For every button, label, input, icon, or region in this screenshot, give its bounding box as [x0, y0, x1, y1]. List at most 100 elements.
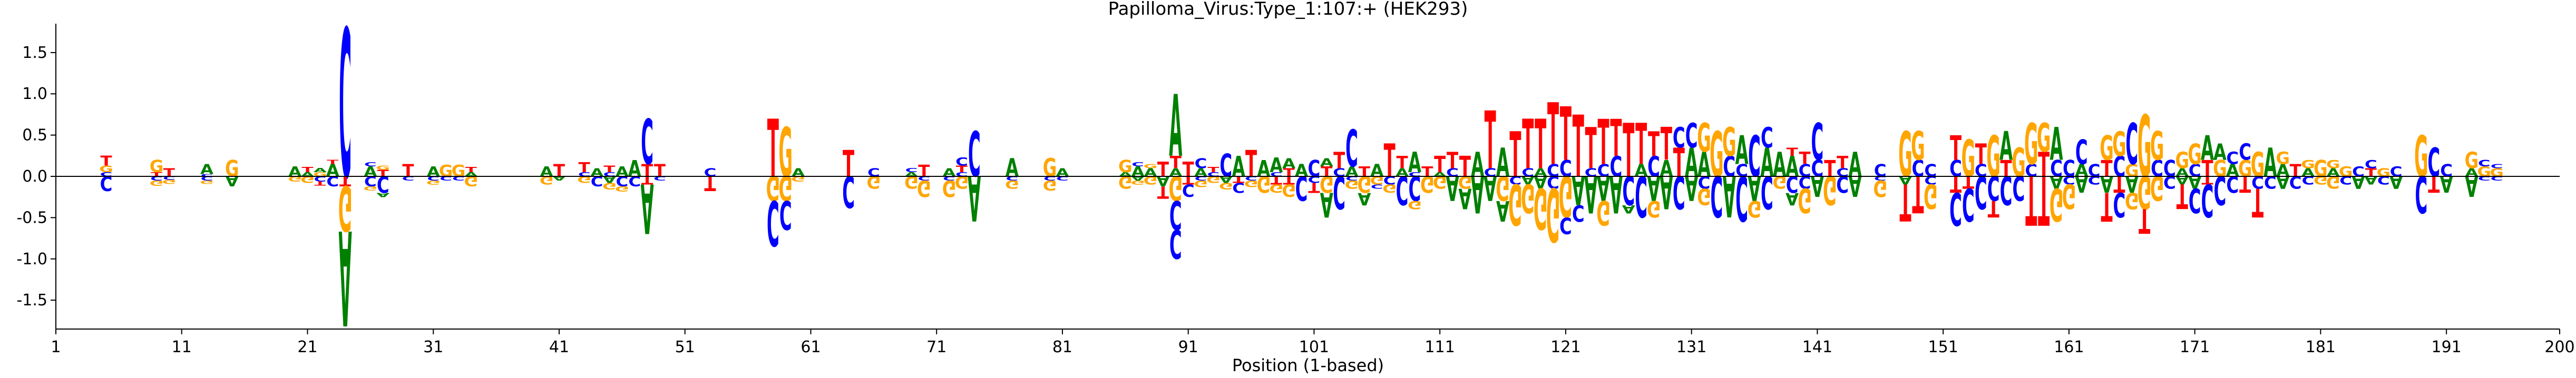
logo-letter-t: T [1397, 152, 1408, 172]
logo-letter-c: C [2352, 164, 2365, 180]
logo-letter-t: T [2177, 176, 2188, 215]
logo-letter-c: C [1308, 155, 1321, 182]
logo-letter-a: A [1685, 140, 1698, 186]
x-tick-label: 141 [1802, 338, 1832, 356]
logo-letter-t: T [339, 173, 351, 189]
logo-letter-c: C [1761, 122, 1773, 155]
logo-letter-g: G [1508, 171, 1523, 237]
logo-letter-a: A [376, 192, 390, 198]
logo-letter-g: G [1722, 119, 1736, 165]
logo-letter-a: A [1471, 164, 1484, 224]
logo-letter-t: T [402, 161, 414, 181]
logo-letter-g: G [1647, 196, 1661, 222]
logo-letter-g: G [2150, 123, 2164, 170]
logo-letter-g: G [778, 114, 793, 193]
logo-letter-g: G [1898, 120, 1913, 191]
logo-letter-c: C [1735, 161, 1748, 233]
logo-letter-g: G [1596, 193, 1611, 232]
logo-letter-g: G [1244, 178, 1258, 188]
logo-letter-a: A [2125, 171, 2139, 197]
x-tick-label: 151 [1928, 338, 1958, 356]
logo-letter-c: C [2491, 163, 2503, 170]
logo-letter-c: C [163, 175, 175, 181]
logo-letter-a: A [1811, 170, 1824, 202]
y-tick-label: -0.5 [16, 208, 47, 227]
logo-letter-a: A [1534, 166, 1548, 179]
logo-letter-c: C [1647, 151, 1660, 184]
logo-letter-c: C [1673, 165, 1685, 217]
y-tick-label: 0.0 [22, 167, 47, 186]
logo-letter-g: G [2150, 168, 2164, 207]
logo-letter-t: T [2113, 171, 2125, 197]
logo-letter-a: A [1496, 194, 1510, 227]
logo-letter-a: A [2050, 172, 2063, 192]
logo-letter-c: C [1949, 155, 1962, 182]
logo-letter-g: G [1257, 171, 1271, 197]
logo-letter-a: A [1773, 146, 1786, 185]
x-tick-label: 21 [297, 338, 317, 356]
logo-letter-t: T [1912, 164, 1924, 224]
logo-letter-c: C [2226, 171, 2239, 197]
logo-letter-c: C [2025, 161, 2037, 181]
logo-letter-c: C [842, 166, 855, 216]
logo-letter-c: C [201, 173, 213, 177]
logo-letter-g: G [1370, 174, 1384, 187]
logo-letter-c: C [326, 173, 339, 189]
logo-letter-g: G [1986, 124, 2001, 190]
axes: -1.5-1.0-0.50.00.51.01.51 11 21 31 41 51 61 71 8… [16, 24, 2575, 356]
logo-letter-t: T [2428, 171, 2440, 197]
logo-letter-c: C [2000, 167, 2013, 213]
logo-letter-t: T [1333, 147, 1345, 174]
logo-letter-a: A [1622, 202, 1636, 215]
logo-letter-c: C [1975, 165, 1987, 217]
logo-letter-c: C [1195, 156, 1207, 172]
chart-title: Papilloma_Virus:Type_1:107:+ (HEK293) [1108, 0, 1468, 19]
logo-letter-c: C [2365, 158, 2377, 171]
logo-letter-a: A [1748, 168, 1761, 207]
logo-letter-c: C [2302, 174, 2315, 187]
logo-letter-t: T [1421, 164, 1433, 180]
logo-letter-c: C [2125, 111, 2138, 177]
logo-letter-g: G [150, 179, 164, 187]
logo-letter-a: A [2175, 166, 2189, 179]
x-tick-label: 11 [172, 338, 192, 356]
logo-letter-g: G [99, 164, 113, 175]
logo-letter-t: T [2038, 146, 2050, 185]
logo-letter-g: G [1043, 153, 1057, 183]
logo-letter-g: G [162, 178, 177, 185]
logo-letter-t: T [1359, 164, 1370, 180]
logo-letter-c: C [377, 171, 389, 197]
logo-letter-g: G [1697, 183, 1711, 210]
logo-letter-g: G [1320, 171, 1334, 197]
logo-letter-a: A [1370, 161, 1383, 181]
logo-letter-a: A [1484, 168, 1497, 207]
logo-letter-g: G [2465, 147, 2479, 174]
logo-letter-a: A [1169, 166, 1183, 179]
logo-letter-t: T [956, 164, 968, 175]
logo-letter-a: A [2100, 171, 2114, 197]
x-tick-label: 181 [2306, 338, 2336, 356]
logo-letter-a: A [2440, 171, 2454, 197]
logo-letter-a: A [943, 166, 957, 179]
logo-letter-g: G [766, 168, 780, 207]
logo-letter-a: A [2465, 166, 2479, 179]
logo-letter-t: T [1509, 120, 1521, 191]
logo-letter-c: C [1735, 161, 1748, 181]
x-tick-label: 81 [1052, 338, 1072, 356]
logo-letter-c: C [2088, 174, 2101, 187]
logo-letter-t: T [1648, 125, 1660, 165]
logo-letter-a: A [590, 166, 604, 179]
logo-letter-t: T [2201, 155, 2213, 182]
x-tick-label: 101 [1299, 338, 1329, 356]
logo-letter-t: T [1950, 171, 1962, 197]
logo-letter-t: T [1183, 158, 1195, 181]
logo-letter-a: A [1446, 168, 1459, 207]
logo-letter-a: A [1131, 164, 1145, 180]
logo-letter-c: C [1799, 172, 1811, 192]
logo-letter-c: C [1811, 155, 1824, 182]
logo-letter-g: G [2188, 138, 2202, 171]
logo-letter-g: G [1282, 181, 1296, 201]
logo-letter-c: C [1169, 192, 1182, 238]
logo-letter-a: A [1760, 140, 1773, 186]
logo-letter-g: G [1798, 180, 1812, 220]
